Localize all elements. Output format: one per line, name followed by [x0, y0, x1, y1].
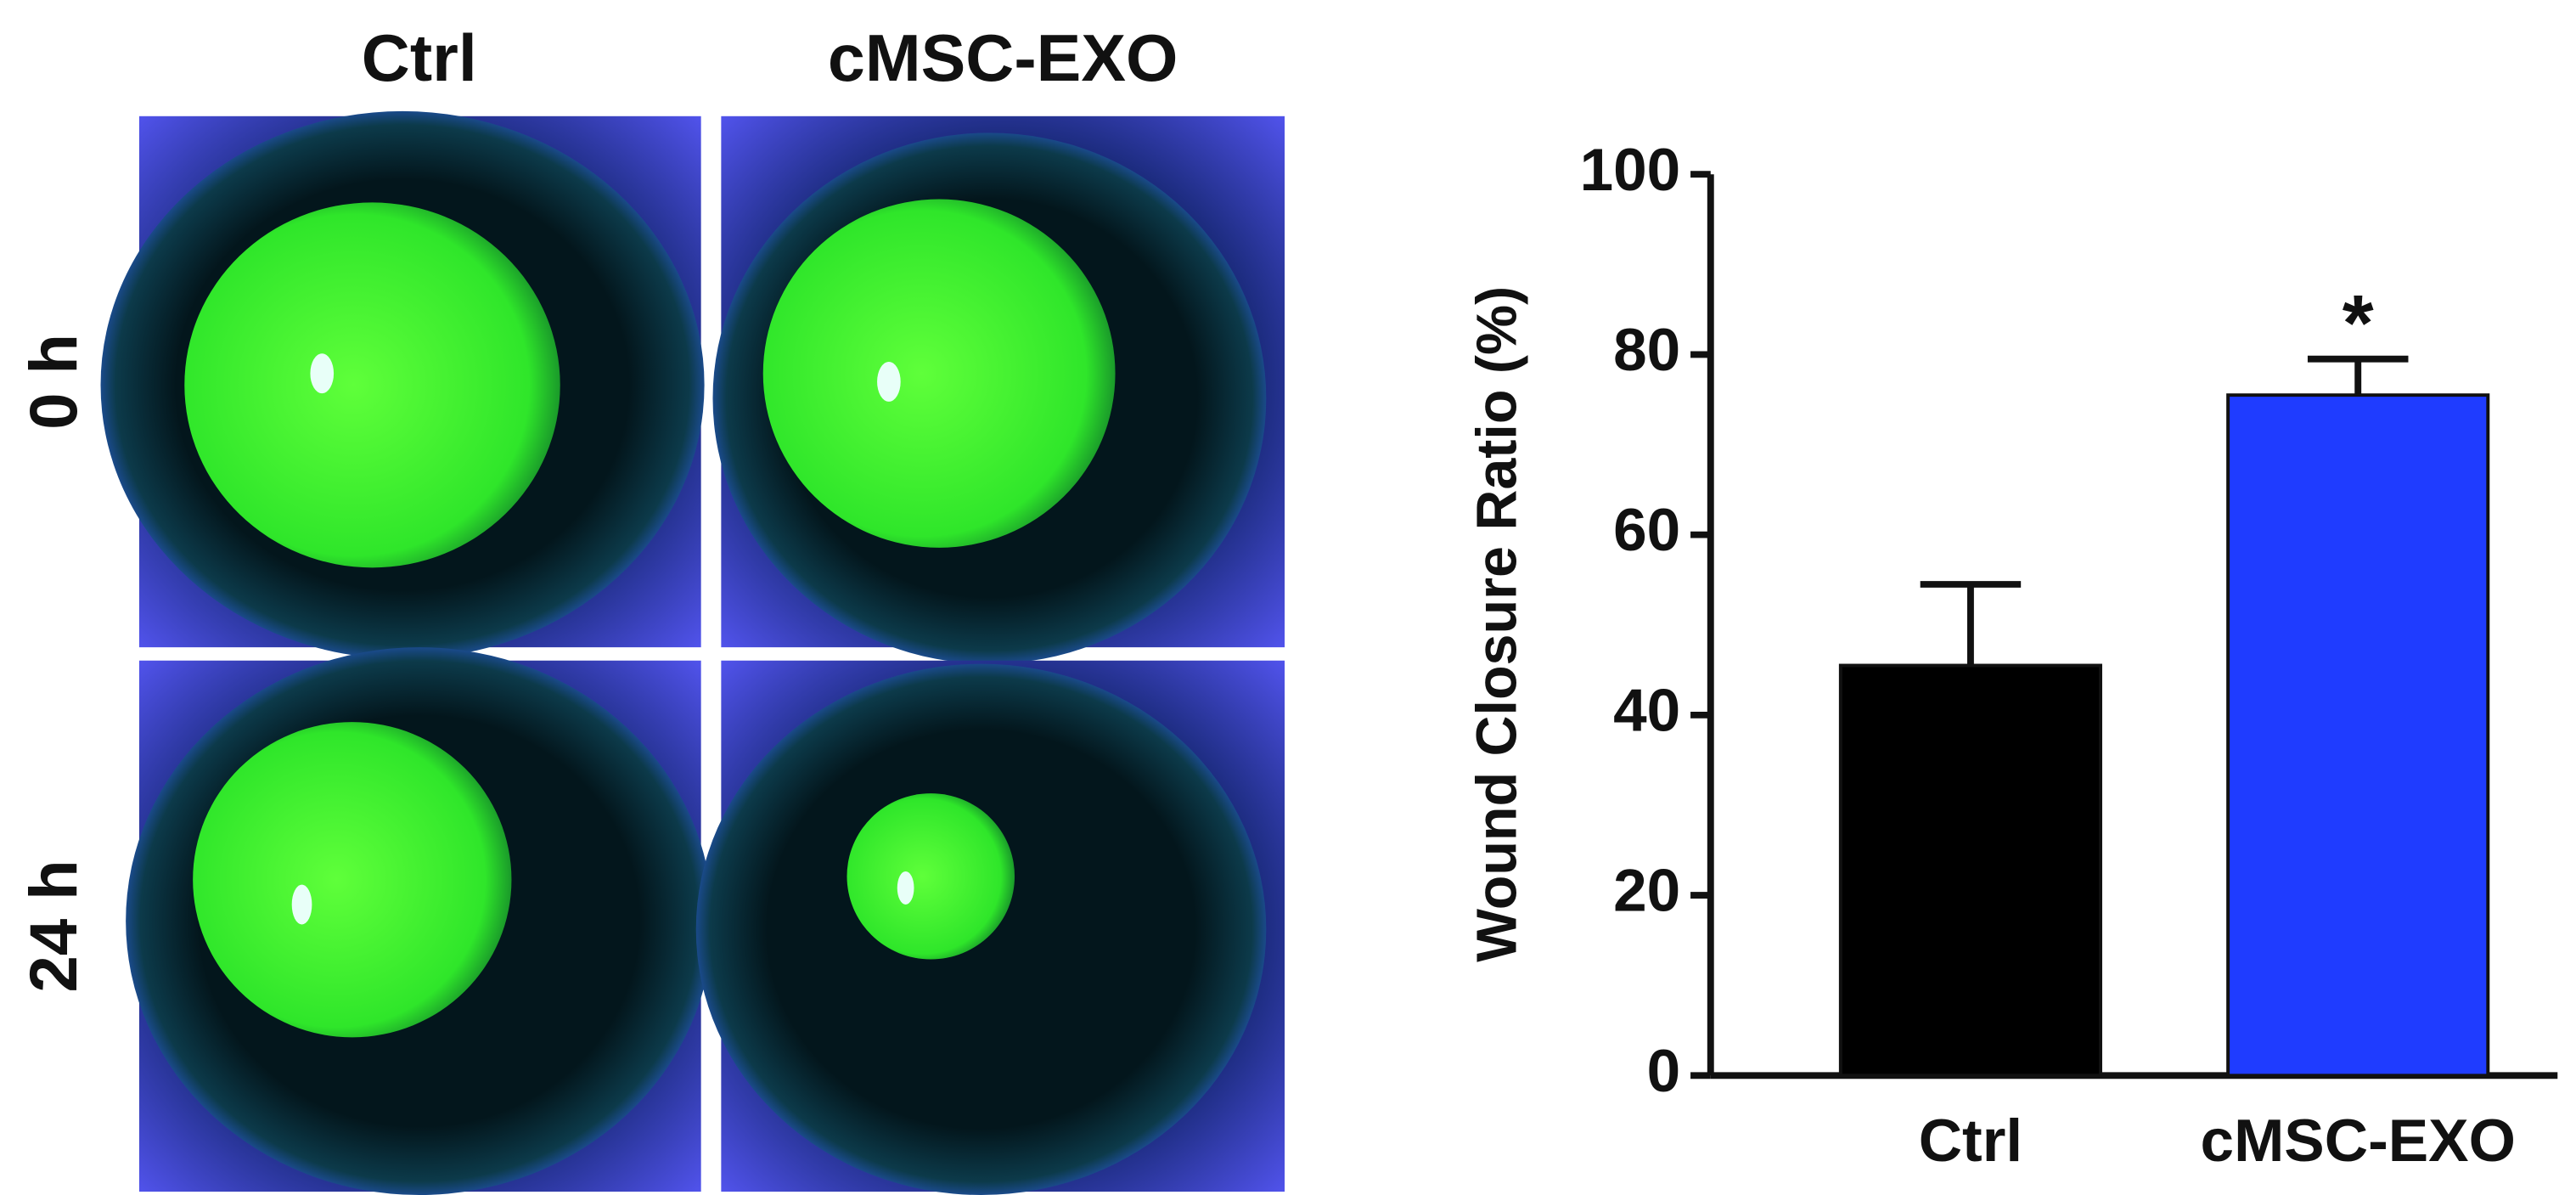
- y-axis-label: Wound Closure Ratio (%): [1465, 286, 1528, 962]
- y-tick-label: 60: [1613, 497, 1680, 564]
- y-tick-label: 40: [1613, 677, 1680, 744]
- x-tick-label: cMSC-EXO: [2201, 1107, 2516, 1174]
- column-label: cMSC-EXO: [828, 20, 1178, 95]
- bar: [2226, 393, 2490, 1078]
- row-label: 24 h: [16, 860, 91, 992]
- y-tick-label: 100: [1580, 136, 1681, 203]
- bar: [1838, 663, 2102, 1078]
- y-tick-label: 80: [1613, 316, 1680, 383]
- photo: [695, 660, 1285, 1195]
- photo: [100, 110, 705, 659]
- y-tick-label: 0: [1647, 1037, 1681, 1104]
- significance-mark: *: [2343, 279, 2374, 367]
- photo: [126, 647, 713, 1195]
- row-label: 0 h: [16, 334, 91, 430]
- y-tick-label: 20: [1613, 857, 1680, 924]
- x-tick-label: Ctrl: [1919, 1107, 2022, 1174]
- photo: [712, 116, 1285, 664]
- column-label: Ctrl: [362, 20, 477, 95]
- photo-grid: [100, 110, 1285, 1195]
